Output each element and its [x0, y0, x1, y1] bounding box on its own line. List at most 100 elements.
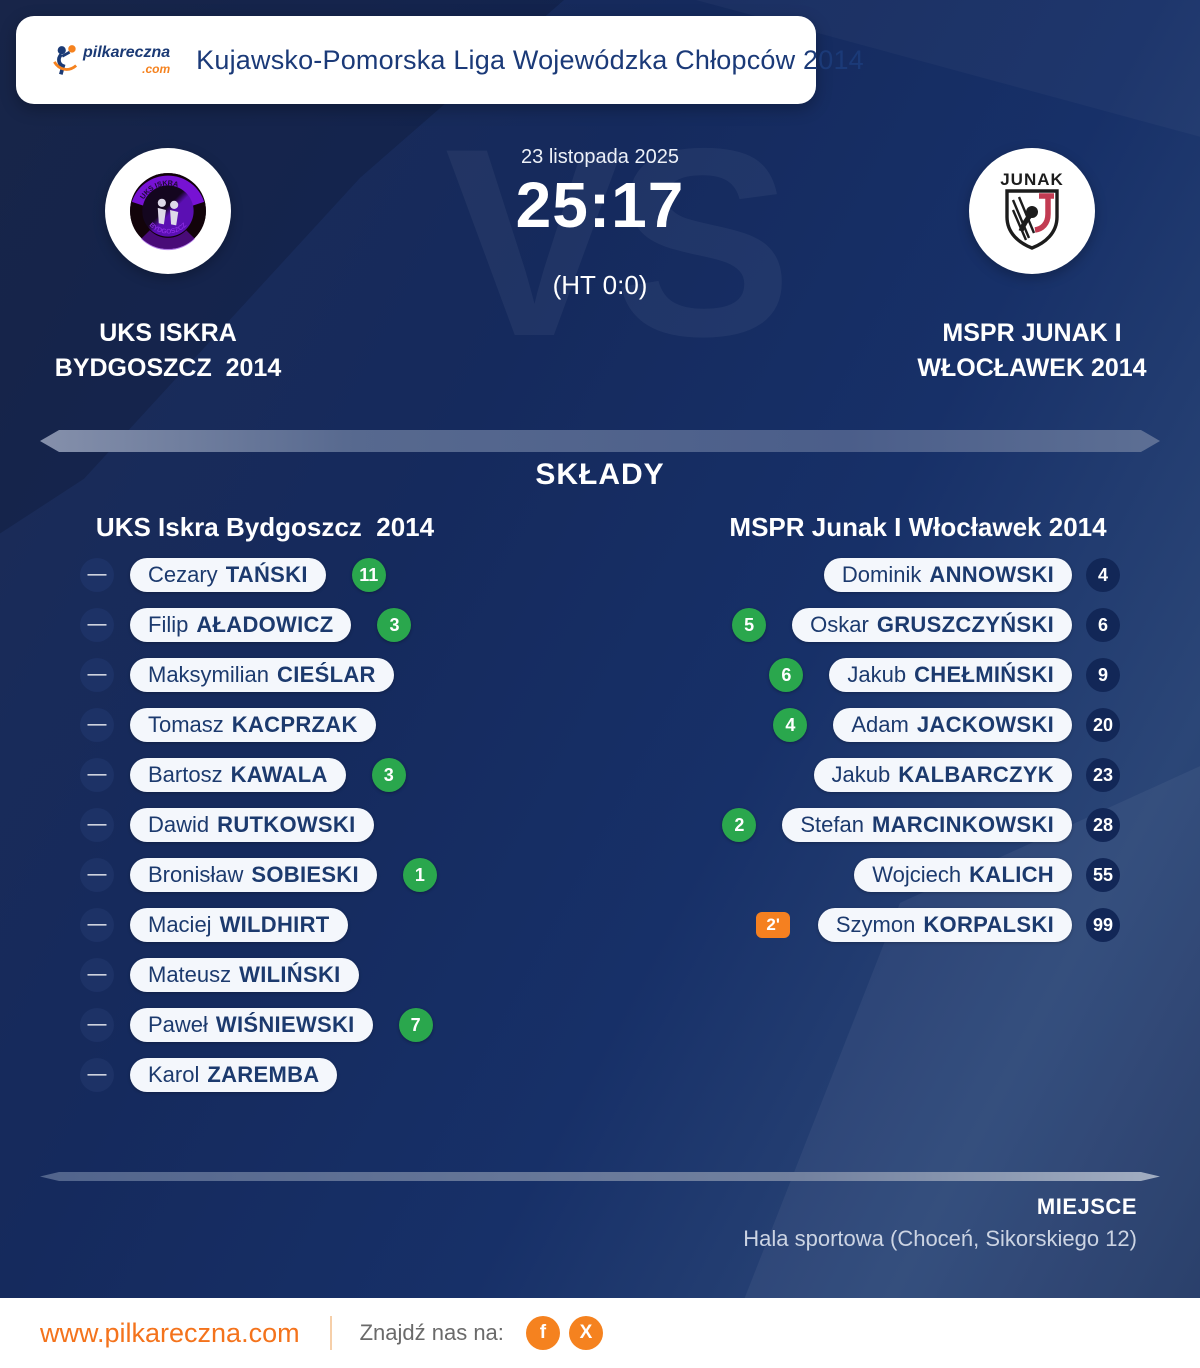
bottom-bar: www.pilkareczna.com Znajdź nas na: f X — [0, 1298, 1200, 1368]
away-team-logo: JUNAK — [969, 148, 1095, 274]
home-player-row: — Maksymilian CIEŚLAR — [80, 658, 394, 692]
player-last-name: AŁADOWICZ — [196, 612, 334, 637]
player-name-pill: Mateusz WILIŃSKI — [130, 958, 359, 992]
player-first-name: Jakub — [831, 762, 891, 787]
player-last-name: TAŃSKI — [225, 562, 308, 587]
x-icon[interactable]: X — [568, 1316, 603, 1350]
player-last-name: KACPRZAK — [231, 712, 358, 737]
player-name-pill: Bartosz KAWALA — [130, 758, 346, 792]
player-number-circle: 20 — [1086, 708, 1120, 742]
player-last-name: CHEŁMIŃSKI — [914, 662, 1054, 687]
uks-iskra-badge-icon: UKS ISKRA BYDGOSZCZ — [130, 173, 206, 251]
player-first-name: Dominik — [841, 562, 922, 587]
player-number-circle: — — [80, 808, 114, 842]
player-last-name: ZAREMBA — [207, 1062, 320, 1087]
player-number-circle: 99 — [1086, 908, 1120, 942]
home-player-row: — Dawid RUTKOWSKI — [80, 808, 374, 842]
player-number-circle: 55 — [1086, 858, 1120, 892]
player-first-name: Maksymilian — [148, 662, 270, 687]
player-last-name: KAWALA — [230, 762, 328, 787]
player-last-name: ANNOWSKI — [929, 562, 1054, 587]
player-last-name: KALICH — [969, 862, 1054, 887]
player-name-pill: Maksymilian CIEŚLAR — [130, 658, 394, 692]
player-name-pill: Szymon KORPALSKI — [817, 908, 1072, 942]
player-first-name: Karol — [148, 1062, 200, 1087]
away-player-row: 2' Szymon KORPALSKI 99 — [756, 908, 1120, 942]
player-last-name: WILIŃSKI — [239, 962, 341, 987]
player-name-pill: Tomasz KACPRZAK — [130, 708, 376, 742]
player-number-circle: 6 — [1086, 608, 1120, 642]
player-name-pill: Cezary TAŃSKI — [130, 558, 326, 592]
player-number-circle: — — [80, 1008, 114, 1042]
goal-count-badge: 5 — [732, 608, 767, 642]
player-number-circle: — — [80, 858, 114, 892]
player-number-circle: — — [80, 908, 114, 942]
player-name-pill: Stefan MARCINKOWSKI — [782, 808, 1072, 842]
website-link[interactable]: www.pilkareczna.com — [40, 1317, 300, 1348]
home-player-row: — Paweł WIŚNIEWSKI 7 — [80, 1008, 433, 1042]
home-player-row: — Karol ZAREMBA — [80, 1058, 338, 1092]
halftime-score: (HT 0:0) — [552, 270, 648, 300]
site-logo-text: pilkareczna .com — [83, 44, 171, 76]
away-player-row: 5 Oskar GRUSZCZYŃSKI 6 — [732, 608, 1120, 642]
player-last-name: CIEŚLAR — [277, 662, 376, 687]
junak-badge-icon: JUNAK — [1000, 170, 1064, 250]
player-number-circle: — — [80, 1058, 114, 1092]
league-header-card: pilkareczna .com Kujawsko-Pomorska Liga … — [16, 16, 864, 104]
player-name-pill: Bronisław SOBIESKI — [130, 858, 377, 892]
player-number-circle: 4 — [1086, 558, 1120, 592]
svg-text:JUNAK: JUNAK — [1000, 170, 1064, 189]
league-title: Kujawsko-Pomorska Liga Wojewódzka Chłopc… — [196, 44, 864, 75]
venue-value: Hala sportowa (Choceń, Sikorskiego 12) — [743, 1226, 1137, 1251]
home-team-name: UKS ISKRA BYDGOSZCZ 2014 — [54, 319, 282, 382]
away-team-name: MSPR JUNAK I WŁOCŁAWEK 2014 — [917, 319, 1147, 382]
player-first-name: Stefan — [800, 812, 864, 837]
player-first-name: Paweł — [148, 1012, 208, 1037]
away-player-row: 2 Stefan MARCINKOWSKI 28 — [722, 808, 1120, 842]
away-player-row: Wojciech KALICH 55 — [854, 858, 1120, 892]
player-first-name: Cezary — [148, 562, 218, 587]
player-last-name: KALBARCZYK — [898, 762, 1054, 787]
logo-wordmark: pilkareczna — [83, 44, 171, 61]
player-number-circle: 23 — [1086, 758, 1120, 792]
home-player-row: — Bartosz KAWALA 3 — [80, 758, 406, 792]
home-lineup-list: — Cezary TAŃSKI 11 — Filip AŁADOWICZ 3 —… — [80, 558, 437, 1092]
away-player-row: 4 Adam JACKOWSKI 20 — [773, 708, 1120, 742]
away-lineup-list: Dominik ANNOWSKI 4 5 Oskar GRUSZCZYŃSKI … — [722, 558, 1120, 942]
home-player-row: — Filip AŁADOWICZ 3 — [80, 608, 412, 642]
player-name-pill: Jakub KALBARCZYK — [813, 758, 1072, 792]
player-first-name: Bartosz — [148, 762, 223, 787]
player-number-circle: — — [80, 758, 114, 792]
social-icons: f X — [525, 1316, 603, 1350]
player-last-name: KORPALSKI — [923, 912, 1054, 937]
vs-watermark: VS — [444, 92, 793, 392]
home-player-row: — Maciej WILDHIRT — [80, 908, 348, 942]
player-number-circle: — — [80, 708, 114, 742]
player-first-name: Mateusz — [148, 962, 232, 987]
player-first-name: Wojciech — [872, 862, 962, 887]
player-first-name: Bronisław — [148, 862, 244, 887]
player-first-name: Dawid — [148, 812, 210, 837]
player-last-name: RUTKOWSKI — [217, 812, 356, 837]
venue-label: MIEJSCE — [1036, 1194, 1137, 1219]
home-lineup-header: UKS Iskra Bydgoszcz 2014 — [95, 512, 435, 542]
player-first-name: Oskar — [810, 612, 869, 637]
match-score: 25:17 — [515, 169, 685, 241]
player-number-circle: 28 — [1086, 808, 1120, 842]
site-logo[interactable]: pilkareczna .com — [52, 42, 170, 78]
player-last-name: MARCINKOWSKI — [871, 812, 1054, 837]
away-player-row: Dominik ANNOWSKI 4 — [823, 558, 1120, 592]
player-name-pill: Adam JACKOWSKI — [833, 708, 1072, 742]
player-name-pill: Oskar GRUSZCZYŃSKI — [792, 608, 1072, 642]
home-player-row: — Bronisław SOBIESKI 1 — [80, 858, 437, 892]
player-name-pill: Jakub CHEŁMIŃSKI — [829, 658, 1072, 692]
player-name-pill: Maciej WILDHIRT — [130, 908, 348, 942]
away-lineup-header: MSPR Junak I Włocławek 2014 — [729, 512, 1107, 542]
facebook-icon[interactable]: f — [525, 1316, 560, 1350]
player-last-name: GRUSZCZYŃSKI — [876, 612, 1054, 637]
player-last-name: JACKOWSKI — [916, 712, 1054, 737]
player-number-circle: 9 — [1086, 658, 1120, 692]
player-name-pill: Filip AŁADOWICZ — [130, 608, 352, 642]
player-first-name: Filip — [148, 612, 189, 637]
